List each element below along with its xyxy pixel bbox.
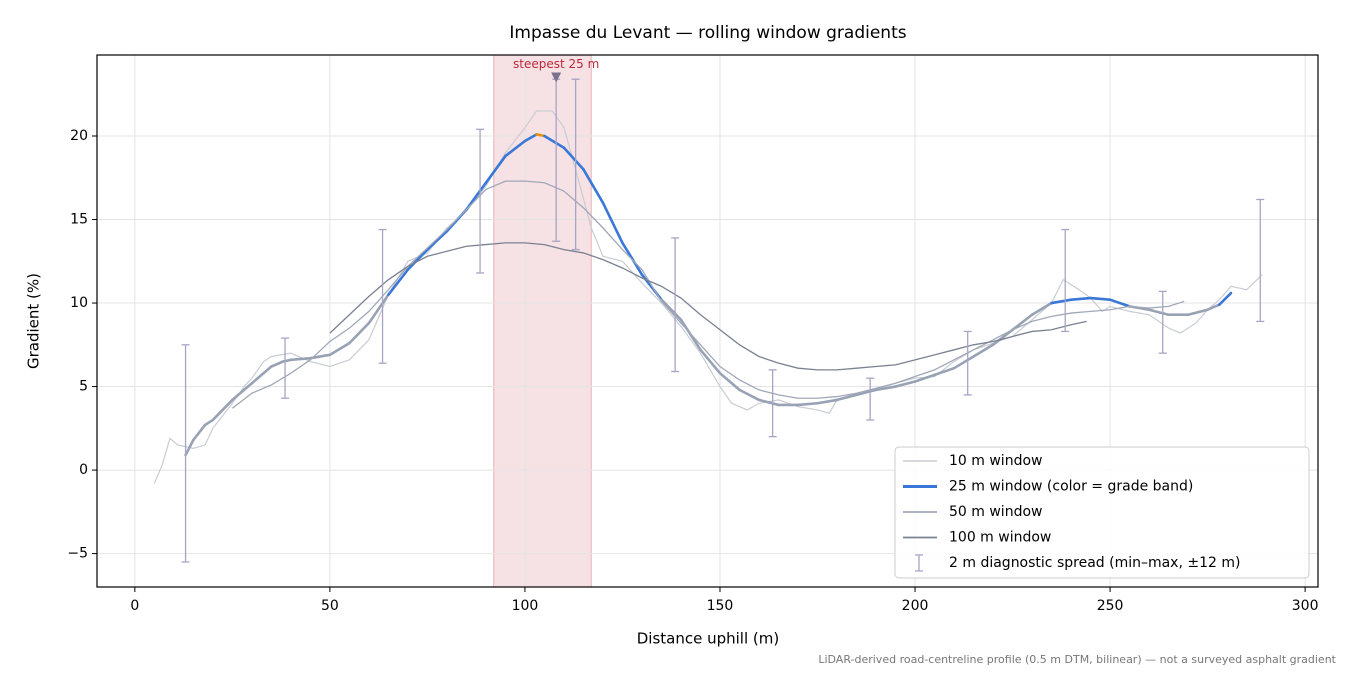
line-segment — [1147, 308, 1170, 317]
legend-label: 2 m diagnostic spread (min–max, ±12 m) — [949, 555, 1240, 571]
line-segment — [913, 373, 936, 383]
line-segment — [203, 418, 215, 427]
legend-label: 25 m window (color = grade band) — [949, 479, 1193, 495]
line-segment — [1011, 313, 1034, 332]
line-segment — [835, 393, 858, 402]
line-segment — [1108, 298, 1131, 308]
series-line — [329, 242, 1087, 371]
line-segment — [601, 201, 624, 245]
line-segment — [933, 366, 956, 377]
line-segment — [952, 355, 975, 370]
plot-frame — [96, 54, 1319, 588]
series-line — [231, 180, 1185, 409]
line-segment — [562, 146, 585, 171]
line-segment — [1218, 291, 1233, 307]
line-segment — [328, 341, 351, 357]
line-segment — [874, 385, 897, 392]
footnote: LiDAR-derived road-centreline profile (0… — [818, 653, 1336, 666]
line-segment — [855, 388, 878, 397]
y-tick-label: −5 — [67, 546, 88, 562]
line-segment — [406, 248, 429, 271]
line-segment — [211, 398, 234, 422]
line-segment — [523, 133, 538, 143]
x-tick-label: 250 — [1097, 598, 1124, 614]
y-tick-label: 10 — [70, 295, 88, 311]
line-segment — [426, 229, 449, 251]
line-segment — [387, 268, 410, 296]
line-segment — [231, 381, 254, 402]
steepest-marker — [551, 72, 562, 83]
legend-label: 10 m window — [949, 453, 1042, 469]
line-segment — [543, 134, 566, 150]
steepest-span — [493, 54, 592, 588]
x-tick-label: 150 — [707, 598, 734, 614]
y-axis-label: Gradient (%) — [25, 273, 43, 369]
legend: 10 m window 25 m window (color = grade ba… — [894, 446, 1310, 579]
steepest-label: steepest 25 m — [513, 57, 599, 71]
line-segment — [972, 343, 995, 358]
line-segment — [281, 358, 293, 363]
x-tick-label: 50 — [321, 598, 339, 614]
line-segment — [348, 321, 371, 345]
line-segment — [504, 139, 527, 158]
legend-label: 50 m window — [949, 504, 1042, 520]
line-segment — [1069, 296, 1092, 302]
line-segment — [192, 423, 207, 442]
line-segment — [484, 154, 507, 185]
line-segment — [738, 388, 761, 402]
legend-label: 100 m window — [949, 530, 1051, 546]
y-tick-label: 20 — [70, 128, 88, 144]
y-tick-label: 15 — [70, 212, 88, 228]
line-segment — [1030, 301, 1053, 317]
x-tick-label: 300 — [1292, 598, 1319, 614]
x-tick-label: 100 — [512, 598, 539, 614]
line-segment — [289, 356, 312, 362]
line-segment — [184, 438, 195, 457]
line-segment — [660, 298, 683, 322]
line-segment — [1186, 308, 1209, 317]
chart-title: Impasse du Levant — rolling window gradi… — [509, 23, 906, 43]
line-segment — [699, 348, 722, 375]
line-segment — [718, 371, 741, 392]
line-segment — [1206, 303, 1221, 312]
line-segment — [816, 398, 839, 405]
legend-box — [894, 446, 1310, 579]
line-segment — [535, 133, 546, 138]
line-segment — [582, 168, 605, 205]
line-segment — [1050, 298, 1073, 305]
x-axis-label: Distance uphill (m) — [637, 630, 779, 648]
line-segment — [367, 293, 390, 325]
line-segment — [270, 360, 285, 368]
line-segment — [894, 380, 917, 388]
line-segment — [465, 181, 488, 211]
y-tick-label: 0 — [79, 462, 88, 478]
line-segment — [796, 401, 819, 407]
line-segment — [1089, 296, 1112, 302]
x-tick-label: 200 — [902, 598, 929, 614]
x-tick-label: 0 — [130, 598, 139, 614]
line-segment — [757, 398, 780, 407]
line-segment — [991, 328, 1014, 347]
y-tick-label: 5 — [79, 379, 88, 395]
line-segment — [250, 365, 273, 385]
